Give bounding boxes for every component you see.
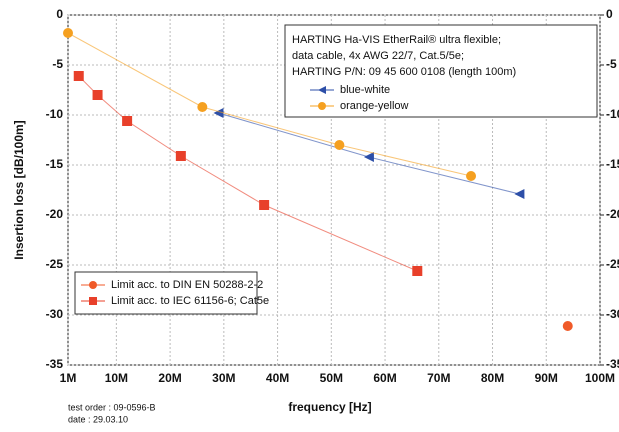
legend-label: Limit acc. to DIN EN 50288-2-2	[111, 279, 263, 291]
x-tick-label: 10M	[105, 371, 128, 385]
series-line	[218, 112, 520, 195]
y2-tick-label: 0	[606, 7, 613, 21]
marker	[466, 171, 477, 181]
x-tick-label: 1M	[60, 371, 77, 385]
x-tick-label: 20M	[158, 371, 181, 385]
y-axis-label: Insertion loss [dB/100m]	[12, 120, 26, 259]
x-axis-label: frequency [Hz]	[288, 400, 371, 414]
marker	[363, 152, 374, 162]
footnote: test order : 09-0596-B	[68, 402, 156, 412]
marker	[259, 200, 270, 210]
legend-title: HARTING Ha-VIS EtherRail® ultra flexible…	[292, 34, 501, 46]
y-tick-label: -35	[46, 357, 64, 371]
y-tick-label: -30	[46, 307, 64, 321]
x-tick-label: 40M	[266, 371, 289, 385]
legend-title: data cable, 4x AWG 22/7, Cat.5/5e;	[292, 50, 464, 62]
legend-marker	[89, 281, 97, 289]
series-line	[67, 32, 472, 177]
marker	[197, 102, 208, 112]
x-tick-label: 60M	[373, 371, 396, 385]
y-tick-label: -25	[46, 257, 64, 271]
marker	[122, 116, 133, 126]
marker	[562, 321, 573, 331]
y2-tick-label: -35	[606, 357, 619, 371]
x-tick-label: 70M	[427, 371, 450, 385]
marker	[514, 189, 525, 199]
marker	[63, 28, 73, 38]
legend-label: orange-yellow	[340, 100, 409, 112]
x-tick-label: 100M	[585, 371, 615, 385]
y2-tick-label: -25	[606, 257, 619, 271]
y-tick-label: 0	[56, 7, 63, 21]
marker	[92, 90, 103, 100]
footnote: date : 29.03.10	[68, 414, 128, 424]
marker	[213, 108, 224, 118]
marker	[175, 151, 186, 161]
legend-label: Limit acc. to IEC 61156-6; Cat5e	[111, 295, 269, 307]
y-tick-label: -5	[52, 57, 63, 71]
legend-label: blue-white	[340, 84, 390, 96]
y-tick-label: -10	[46, 107, 64, 121]
legend-box	[284, 24, 598, 118]
x-tick-label: 80M	[481, 371, 504, 385]
legend-marker	[318, 102, 326, 110]
legend-title: HARTING P/N: 09 45 600 0108 (length 100m…	[292, 66, 516, 78]
x-tick-label: 90M	[535, 371, 558, 385]
legend-marker	[318, 86, 326, 94]
y-tick-label: -15	[46, 157, 64, 171]
y2-tick-label: -15	[606, 157, 619, 171]
x-tick-label: 50M	[320, 371, 343, 385]
marker	[73, 71, 84, 81]
marker	[334, 140, 345, 150]
y2-tick-label: -10	[606, 107, 619, 121]
legend-box	[74, 271, 258, 315]
legend-marker	[89, 297, 97, 305]
y2-tick-label: -30	[606, 307, 619, 321]
y-tick-label: -20	[46, 207, 64, 221]
y2-tick-label: -5	[606, 57, 617, 71]
y2-tick-label: -20	[606, 207, 619, 221]
marker	[412, 266, 423, 276]
x-tick-label: 30M	[212, 371, 235, 385]
